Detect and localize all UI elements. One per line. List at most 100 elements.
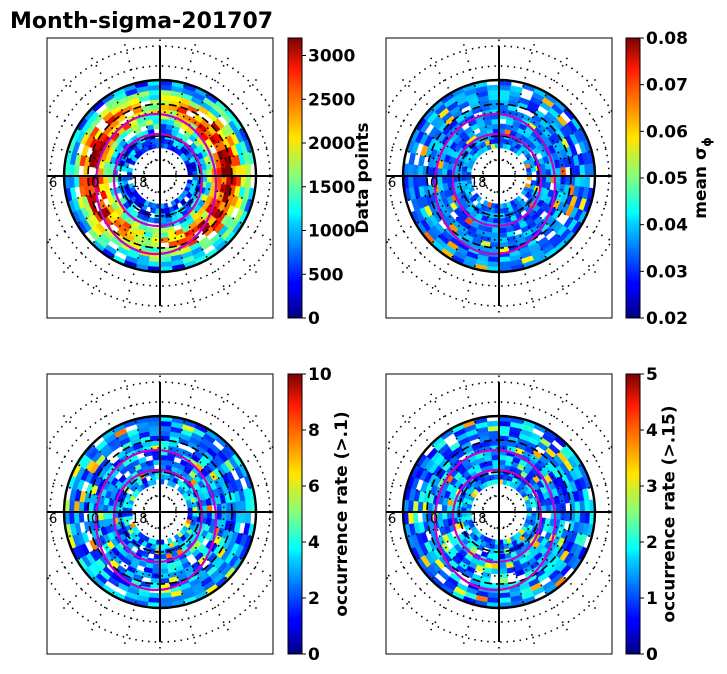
heatmap-cell: [498, 261, 512, 268]
heatmap-cell: [107, 175, 114, 184]
mlt-line: [163, 40, 198, 161]
heatmap-cell: [488, 94, 500, 101]
mlt-line: [60, 522, 150, 612]
heatmap-cell: [545, 504, 552, 513]
heatmap-cell: [498, 84, 512, 91]
heatmap-cell: [206, 511, 213, 520]
auroral-oval-outer: [94, 448, 218, 592]
heatmap-cell: [486, 261, 500, 268]
mlt-line: [428, 54, 492, 163]
heatmap-cell: [441, 504, 448, 513]
heatmap-cell: [574, 165, 581, 177]
heatmap-cell: [68, 499, 75, 513]
heatmap-cell: [417, 165, 424, 177]
colorbar: 0 500 1000 1500 2000 2500 3000 Data points: [287, 37, 373, 329]
mlt-line: [509, 186, 599, 276]
mlt-line: [173, 109, 273, 169]
mlt-line: [89, 189, 153, 298]
heatmap-cell: [498, 123, 507, 130]
heatmap-cell: [235, 175, 242, 187]
mlt-line: [399, 186, 489, 276]
mlt-label: 18: [131, 176, 148, 191]
heatmap-cell: [78, 511, 85, 523]
mlt-line: [167, 54, 231, 163]
colorbar-tick-label: 5: [646, 365, 658, 385]
heatmap-cell: [226, 166, 232, 177]
colorbar-tick-label: 0: [308, 309, 320, 329]
heatmap-cell: [565, 511, 571, 522]
heatmap-cell: [107, 168, 114, 177]
colorbar-tick-label: 10: [308, 365, 332, 385]
colorbar-tick-label: 4: [646, 421, 658, 441]
heatmap-cell: [159, 568, 169, 575]
heatmap-cell: [245, 175, 252, 189]
heatmap-cell: [159, 459, 168, 466]
heatmap-cell: [147, 420, 161, 427]
heatmap-cell: [441, 168, 448, 177]
heatmap-cell: [107, 511, 114, 520]
heatmap-cell: [498, 227, 507, 234]
colorbar-label-subscript: ϕ: [700, 137, 714, 147]
heatmap-cell: [498, 459, 507, 466]
mlt-line: [512, 519, 612, 579]
heatmap-cell: [498, 104, 509, 110]
heatmap-cell: [574, 511, 581, 523]
mlt-label: 0: [430, 176, 438, 191]
heatmap-cell: [491, 459, 500, 466]
heatmap-cell: [151, 568, 161, 575]
heatmap-cell: [159, 232, 169, 239]
heatmap-cell: [245, 511, 252, 525]
colorbar-tick-label: 2500: [308, 90, 355, 110]
mlt-line: [461, 527, 496, 648]
heatmap-cell: [555, 511, 562, 521]
heatmap-cell: [152, 123, 161, 130]
mlt-line: [512, 445, 612, 505]
heatmap-cell: [102, 168, 109, 177]
heatmap-cell: [159, 118, 168, 125]
heatmap-cell: [226, 511, 232, 522]
colorbar-tick-label: 6: [308, 477, 320, 497]
mlt-line: [502, 527, 537, 648]
heatmap-cell: [574, 175, 581, 187]
heatmap-cell: [498, 440, 509, 446]
heatmap-cell: [441, 175, 448, 184]
mlt-line: [509, 412, 599, 502]
heatmap-cell: [152, 563, 161, 570]
heatmap-cell: [97, 503, 104, 513]
mlt-line: [502, 40, 537, 161]
auroral-oval-outer: [433, 112, 557, 256]
heatmap-cell: [159, 123, 168, 130]
heatmap-cell: [446, 504, 453, 513]
heatmap-cell: [159, 454, 168, 461]
mlt-line: [163, 191, 198, 312]
colorbar-gradient: [625, 373, 641, 655]
mlt-line: [512, 109, 612, 169]
heatmap-cell: [584, 499, 591, 513]
heatmap-cell: [498, 232, 508, 239]
heatmap-cell: [498, 597, 512, 604]
mlt-line: [60, 186, 150, 276]
polar-plot: [47, 374, 273, 652]
heatmap-cell: [441, 511, 448, 520]
heatmap-cell: [491, 454, 500, 461]
heatmap-cell: [407, 511, 414, 525]
heatmap-cell: [152, 227, 161, 234]
mlt-line: [502, 376, 537, 497]
mlt-line: [428, 390, 492, 499]
heatmap-cell: [545, 168, 552, 177]
heatmap-cell: [245, 163, 252, 177]
heatmap-cell: [498, 573, 508, 580]
mlt-line: [170, 522, 260, 612]
panel-1: 6 0 18 0 500 1000 1500 2000 2500 3000 Data points: [46, 37, 373, 329]
heatmap-cells: [402, 79, 596, 273]
mlt-line: [502, 191, 537, 312]
mlt-line: [461, 376, 496, 497]
heatmap-cell: [159, 261, 173, 268]
heatmap-cell: [235, 501, 242, 513]
mlt-line: [461, 191, 496, 312]
heatmap-cell: [498, 420, 512, 427]
heatmap-cell: [235, 165, 242, 177]
colorbar-tick-label: 0.02: [646, 309, 688, 329]
mlt-label: 6: [388, 176, 396, 191]
mlt-line: [170, 186, 260, 276]
